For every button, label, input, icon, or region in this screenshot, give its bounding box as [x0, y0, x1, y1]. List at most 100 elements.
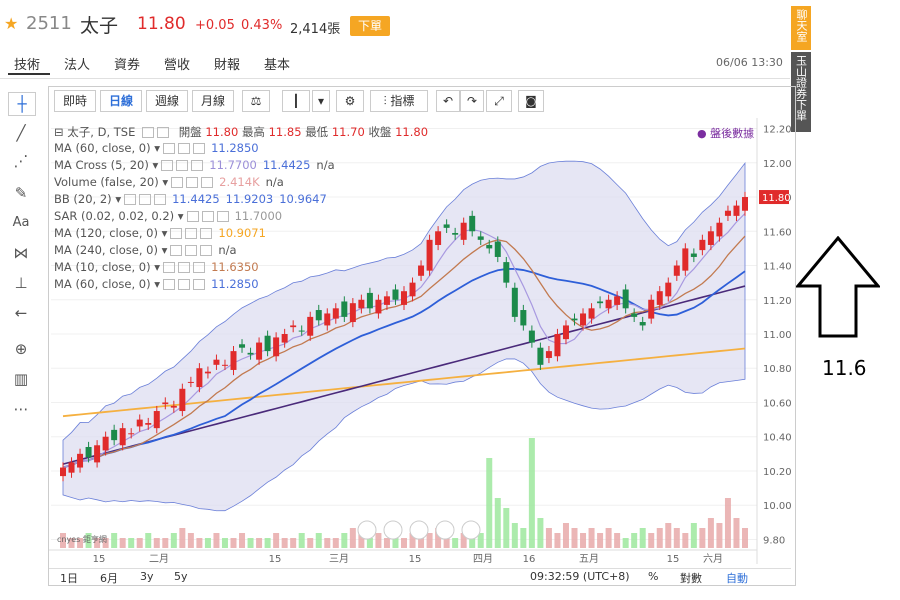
candle-body — [605, 299, 612, 309]
legend-box-icon[interactable] — [124, 194, 137, 205]
legend-box-icon[interactable] — [178, 143, 191, 154]
legend-main: ⊟ 太子, D, TSE 開盤 11.80 最高 11.85 最低 11.70 … — [54, 124, 428, 140]
volume-bar — [179, 528, 186, 548]
legend-box-icon[interactable] — [200, 245, 213, 256]
legend-box-icon[interactable] — [185, 228, 198, 239]
brush-icon[interactable]: ✎ — [14, 184, 28, 202]
range-3y[interactable]: 3y — [140, 570, 154, 583]
chevron-down-icon[interactable]: ▾ — [150, 141, 161, 155]
ohlc-low-label: 最低 — [305, 125, 329, 139]
more-icon[interactable]: ⋯ — [13, 400, 29, 418]
legend-box-icon[interactable] — [191, 160, 204, 171]
settings-gear-icon[interactable]: ⚙ — [336, 90, 364, 112]
volume-bar — [298, 533, 305, 548]
tab-revenue[interactable]: 營收 — [164, 58, 191, 73]
range-5y[interactable]: 5y — [174, 570, 188, 583]
redo-icon[interactable]: ↷ — [460, 90, 484, 112]
volume-bar — [409, 533, 416, 548]
legend-box-icon[interactable] — [170, 228, 183, 239]
legend-box-icon[interactable] — [163, 143, 176, 154]
chevron-down-icon[interactable]: ▾ — [150, 260, 161, 274]
percent-toggle[interactable]: % — [648, 570, 659, 583]
interval-weekly[interactable]: 週線 — [146, 90, 188, 112]
chatroom-badge[interactable]: 聊天室 — [791, 6, 811, 50]
legend-box-icon[interactable] — [186, 211, 199, 222]
chevron-down-icon[interactable]: ▾ — [174, 209, 184, 223]
interval-monthly[interactable]: 月線 — [192, 90, 234, 112]
legend-box-icon[interactable] — [216, 211, 229, 222]
chevron-down-icon[interactable]: ▾ — [158, 175, 169, 189]
legend-box-icon[interactable] — [170, 245, 183, 256]
legend-box-icon[interactable] — [193, 143, 206, 154]
candle-body — [324, 313, 331, 326]
legend-box-icon[interactable] — [200, 228, 213, 239]
legend-box-icon[interactable] — [163, 262, 176, 273]
fullscreen-icon[interactable]: ⤢ — [486, 90, 512, 112]
pattern-icon[interactable]: ⋈ — [13, 244, 29, 262]
candle-style-icon[interactable]: ┃ — [282, 90, 310, 112]
undo-icon[interactable]: ↶ — [436, 90, 460, 112]
legend-box-icon[interactable] — [163, 279, 176, 290]
trendline-icon[interactable]: ╱ — [16, 124, 26, 142]
price-chart[interactable]: 9.80 10.00 10.20 10.40 10.60 10.80 11.00 11.20 1… — [49, 118, 791, 566]
chevron-down-icon[interactable]: ▾ — [157, 243, 168, 257]
tab-institutional[interactable]: 法人 — [64, 58, 91, 73]
legend-box-icon[interactable] — [201, 211, 214, 222]
interval-daily[interactable]: 日線 — [100, 90, 142, 112]
legend-box-icon[interactable] — [176, 160, 189, 171]
candle-body — [690, 253, 697, 257]
chevron-down-icon[interactable]: ▾ — [150, 277, 161, 291]
ruler-icon[interactable]: ▥ — [13, 370, 29, 388]
order-button[interactable]: 下單 — [350, 16, 390, 36]
zoom-icon[interactable]: ⊕ — [14, 340, 28, 358]
indicator-button[interactable]: ⫶ 指標 — [370, 90, 428, 112]
legend-box-icon[interactable] — [178, 262, 191, 273]
legend-value: 11.2850 — [211, 277, 259, 291]
legend-box-icon[interactable] — [193, 262, 206, 273]
post-market-link[interactable]: ● 盤後數據 — [697, 127, 755, 140]
tab-basic[interactable]: 基本 — [264, 58, 291, 73]
back-arrow-icon[interactable]: ← — [14, 304, 28, 322]
legend-box-icon[interactable] — [186, 177, 199, 188]
candle-body — [349, 303, 356, 323]
candle-body — [639, 322, 646, 326]
range-6m[interactable]: 6月 — [100, 572, 118, 585]
legend-box-icon[interactable] — [139, 194, 152, 205]
volume-bar — [682, 533, 689, 548]
chevron-down-icon[interactable]: ▾ — [111, 192, 122, 206]
legend-box-icon[interactable] — [178, 279, 191, 290]
legend-box-icon[interactable] — [161, 160, 174, 171]
legend-box-icon[interactable] — [185, 245, 198, 256]
text-tool-icon[interactable]: Aa — [12, 215, 30, 230]
volume-bar — [733, 518, 740, 548]
chevron-down-icon[interactable]: ▾ — [312, 90, 330, 112]
candle-body — [469, 215, 476, 232]
legend-box-icon[interactable] — [154, 194, 167, 205]
range-1d[interactable]: 1日 — [60, 572, 78, 585]
chevron-down-icon[interactable]: ▾ — [157, 226, 168, 240]
measure-icon[interactable]: ⊥ — [14, 274, 28, 292]
log-toggle[interactable]: 對數 — [680, 572, 702, 585]
tab-margin[interactable]: 資券 — [114, 58, 141, 73]
broker-order-badge[interactable]: 玉山證券下單 — [791, 52, 811, 132]
volume-bar — [631, 533, 638, 548]
camera-icon[interactable]: ◙ — [518, 90, 544, 112]
fib-icon[interactable]: ⋰ — [13, 152, 29, 170]
volume-bar — [503, 508, 510, 548]
volume-bar — [545, 528, 552, 548]
legend-box-icon[interactable] — [193, 279, 206, 290]
volume-bar — [366, 538, 373, 548]
legend-box-icon[interactable] — [171, 177, 184, 188]
tab-technical[interactable]: 技術 — [14, 58, 41, 73]
tab-financials[interactable]: 財報 — [214, 58, 241, 73]
zoom-control — [409, 520, 429, 540]
legend-box-icon[interactable] — [201, 177, 214, 188]
candle-body — [418, 265, 425, 276]
favorite-star-icon[interactable]: ★ — [4, 14, 19, 33]
chevron-down-icon[interactable]: ▾ — [148, 158, 159, 172]
crosshair-icon[interactable]: ┼ — [8, 92, 36, 116]
interval-realtime[interactable]: 即時 — [54, 90, 96, 112]
legend-value: 11.9203 — [225, 192, 274, 206]
auto-toggle[interactable]: 自動 — [726, 572, 748, 585]
compare-icon[interactable]: ⚖ — [242, 90, 270, 112]
